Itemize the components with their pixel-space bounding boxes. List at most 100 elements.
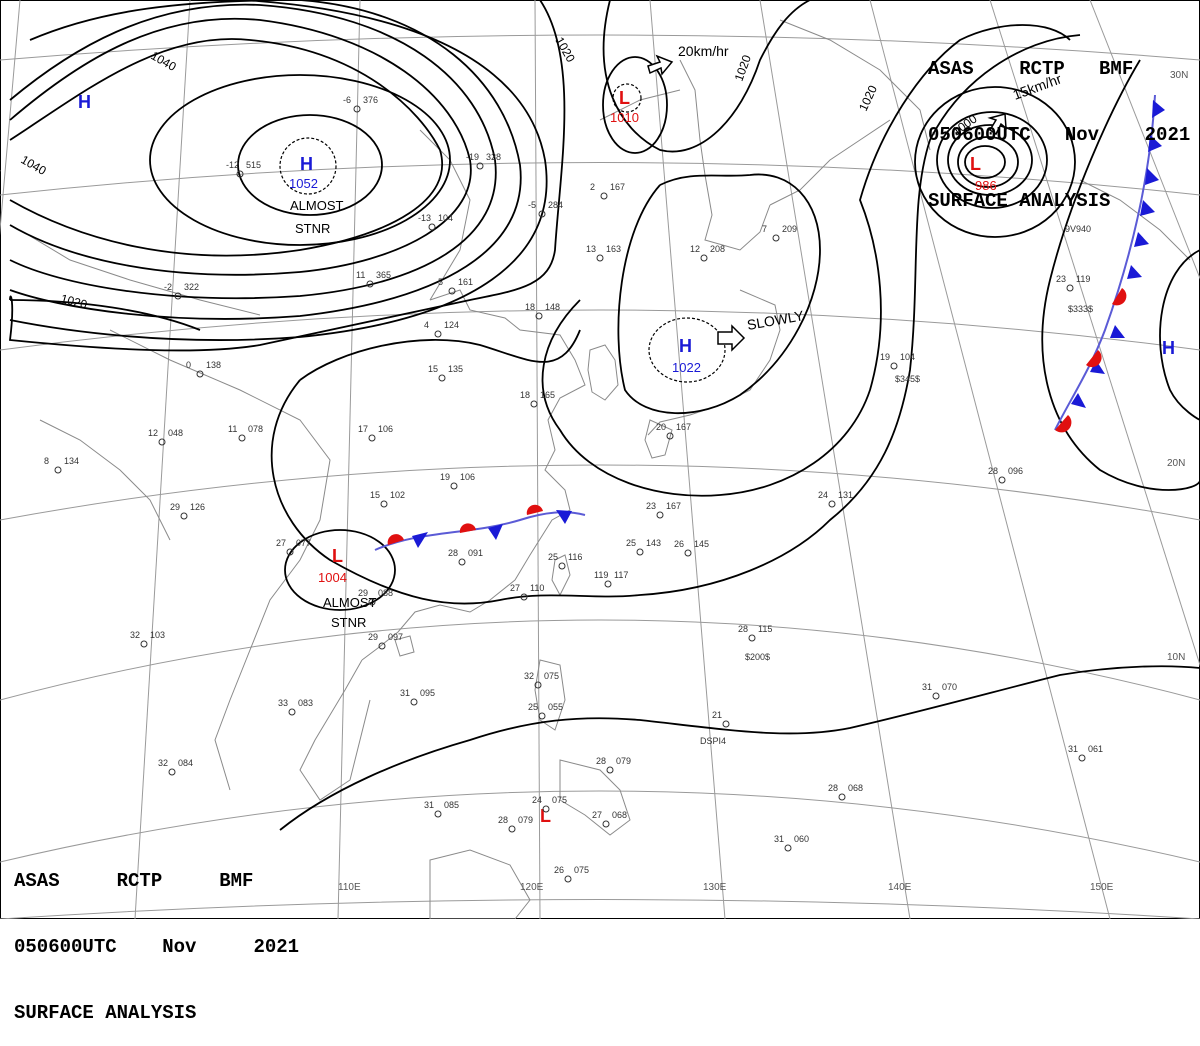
station-marker-icon	[606, 766, 614, 774]
station-temperature: -6	[343, 95, 351, 105]
station-marker-icon	[538, 210, 546, 218]
taiwan	[551, 554, 571, 597]
station-plot: 7 209	[762, 224, 797, 242]
station-pressure: 077	[296, 538, 311, 548]
lon-label-130e: 130E	[703, 882, 727, 893]
station-marker-icon	[448, 287, 456, 295]
lon-label-120e: 120E	[520, 882, 544, 893]
low-ne-pressure: 986	[975, 178, 997, 193]
china-coast	[361, 289, 586, 661]
station-pressure: 284	[548, 200, 563, 210]
station-marker-icon	[54, 466, 62, 474]
station-temperature: 7	[762, 224, 767, 234]
station-marker-icon	[410, 698, 418, 706]
center-rings	[279, 83, 726, 383]
station-temperature: 20	[656, 422, 666, 432]
parallel-20n	[0, 309, 1200, 351]
station-plot: 15 102	[370, 490, 405, 508]
station-pressure: 079	[518, 815, 533, 825]
station-pressure: 131	[838, 490, 853, 500]
ship-label-3: $333$	[1068, 304, 1093, 314]
station-pressure: 068	[848, 783, 863, 793]
station-pressure: 208	[710, 244, 725, 254]
arrow-low-north	[647, 54, 674, 76]
high-japan-pressure: 1022	[672, 360, 701, 375]
high-center-letter: H	[300, 154, 313, 174]
station-marker-icon	[784, 844, 792, 852]
station-plot: 15 135	[428, 364, 463, 382]
east-warm-bump-3	[1055, 415, 1072, 433]
isobar-1030-a	[9, 3, 497, 300]
station-plot: 20 167	[656, 422, 691, 440]
station-temperature: 28	[448, 548, 458, 558]
isobar-1020-west	[9, 299, 201, 331]
station-temperature: 28	[596, 756, 606, 766]
station-plot: 29 088	[358, 588, 393, 606]
east-cold-barb-9	[1071, 393, 1086, 408]
parallel-30n	[0, 162, 1200, 196]
isobar-1012-south	[270, 34, 1081, 605]
isobar-high-ring-1	[237, 114, 383, 216]
station-plot: 19 106	[440, 472, 475, 490]
station-plot: 32 084	[158, 758, 193, 776]
station-temperature: -19	[466, 152, 479, 162]
station-pressure: 078	[248, 424, 263, 434]
philippines-south	[559, 759, 631, 836]
station-marker-icon	[368, 598, 376, 606]
station-marker-icon	[636, 548, 644, 556]
station-marker-icon	[666, 432, 674, 440]
station-marker-icon	[535, 312, 543, 320]
korea	[587, 344, 619, 401]
station-pressure: 061	[1088, 744, 1103, 754]
station-temperature: 26	[554, 865, 564, 875]
isobar-low-986-ring-2	[957, 136, 1019, 188]
station-marker-icon	[174, 292, 182, 300]
low-china-pressure: 1004	[318, 570, 347, 585]
station-plot: 28 079	[498, 815, 533, 833]
station-pressure: 096	[1008, 466, 1023, 476]
station-temperature: 24	[532, 795, 542, 805]
station-plot: -12 515	[226, 160, 261, 178]
station-pressure: 103	[150, 630, 165, 640]
warm-bump-1	[387, 534, 404, 545]
lon-label-140e: 140E	[888, 882, 912, 893]
station-temperature: 25	[528, 702, 538, 712]
high-east-letter: H	[1162, 338, 1175, 358]
station-pressure: 079	[616, 756, 631, 766]
station-pressure: 084	[178, 758, 193, 768]
honshu	[647, 289, 781, 436]
east-warm-bump-1	[1112, 288, 1127, 306]
station-plot: 23 119	[1056, 274, 1090, 292]
station-plot: 28 096	[988, 466, 1023, 484]
station-pressure: 060	[794, 834, 809, 844]
inland-border-3	[19, 229, 261, 316]
station-marker-icon	[288, 708, 296, 716]
footer-product-line: SURFACE ANALYSIS	[14, 1002, 197, 1024]
east-cold-barb-7	[1110, 325, 1125, 338]
station-pressure: 167	[676, 422, 691, 432]
station-temperature: 28	[828, 783, 838, 793]
meridian-100e	[134, 0, 191, 919]
station-plot: 11 078	[228, 424, 263, 442]
station-plot: 27 077	[276, 538, 311, 556]
chart-header-bottom: ASAS RCTP BMF 050600UTC Nov 2021 SURFACE…	[14, 826, 299, 1046]
isobar-1025	[9, 0, 548, 341]
station-marker-icon	[180, 512, 188, 520]
cold-barb-3	[556, 510, 572, 524]
low-phil-letter: L	[540, 806, 551, 826]
station-marker-icon	[1078, 754, 1086, 762]
station-pressure: 075	[552, 795, 567, 805]
station-pressure: 088	[378, 588, 393, 598]
kyushu	[644, 419, 673, 459]
station-pressure: 328	[486, 152, 501, 162]
parallel-10n	[0, 464, 1200, 521]
station-marker-icon	[722, 720, 730, 728]
pressure-centers: H 1052 ALMOST STNR H L 1010 L 986 H 1022…	[78, 88, 1175, 826]
header-time-line: 050600UTC Nov 2021	[928, 124, 1191, 146]
kamchatka	[779, 19, 931, 151]
stationary-front-east	[1054, 94, 1156, 431]
station-marker-icon	[458, 558, 466, 566]
low-china-note2: STNR	[331, 615, 366, 630]
footer-title-line: ASAS RCTP BMF	[14, 870, 254, 892]
